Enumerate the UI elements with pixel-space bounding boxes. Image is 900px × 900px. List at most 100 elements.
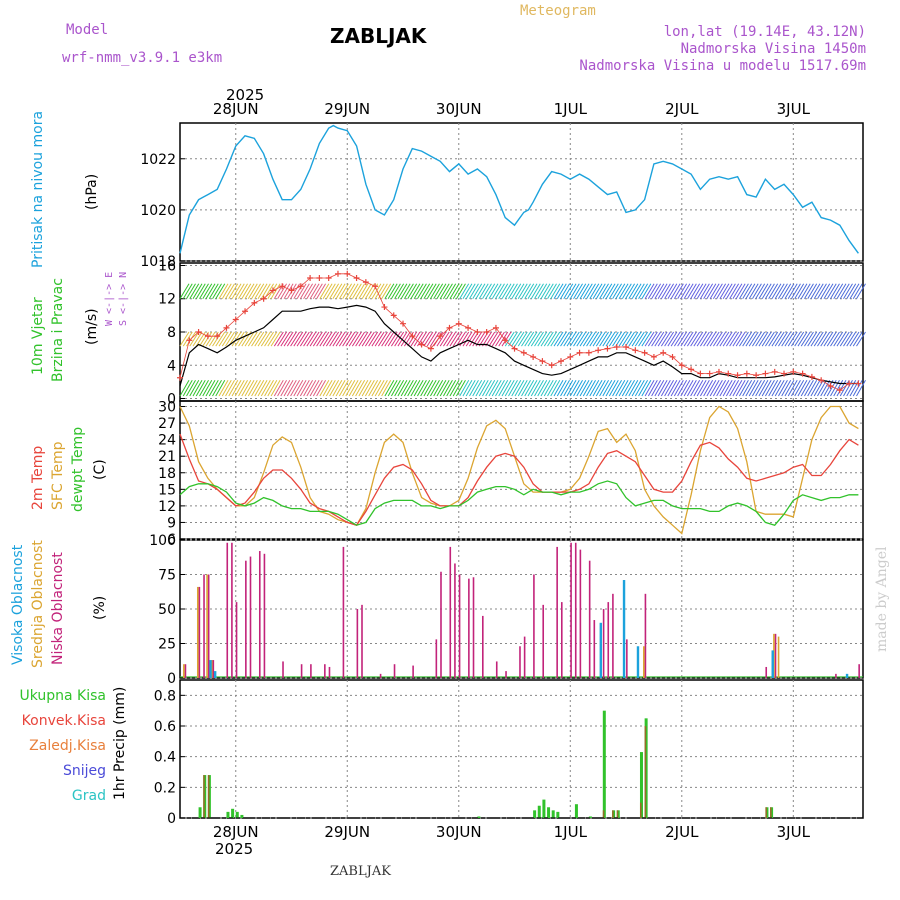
wind-barbs-mid: [781, 331, 792, 347]
wind-barbs-upper: [592, 283, 603, 300]
wind-gust-marker: [613, 343, 620, 350]
wind-barbs-upper: [768, 283, 779, 300]
high-cloud-bar: [209, 660, 212, 678]
wind-barbs-lower: [755, 379, 766, 397]
wind-barbs-mid: [791, 331, 801, 347]
wind-barbs-lower: [234, 379, 245, 397]
wind-barbs-mid: [716, 331, 727, 347]
wind-barbs-lower: [651, 379, 662, 397]
wind-gust-marker: [762, 370, 769, 377]
wind-barbs-upper: [651, 283, 662, 300]
wind-barbs-lower: [504, 379, 515, 397]
wind-barbs-mid: [784, 331, 795, 347]
wind-barbs-mid: [742, 331, 753, 347]
wind-barbs-mid: [374, 331, 385, 347]
wind-barbs-lower: [748, 379, 759, 397]
wind-barbs-lower: [846, 379, 857, 397]
low-cloud-bar: [249, 556, 252, 678]
wind-barbs-mid: [485, 331, 496, 347]
wind-barbs-lower: [407, 379, 418, 397]
wind-barbs-mid: [501, 331, 512, 347]
wind-gust-marker: [400, 320, 407, 327]
wind-barbs-lower: [394, 379, 405, 397]
wind-gust-marker: [530, 353, 537, 360]
wind-barbs-mid: [225, 331, 235, 347]
wind-barbs-mid: [550, 331, 561, 347]
wind-gust-marker: [567, 353, 574, 360]
wind-barbs-upper: [755, 283, 766, 300]
wind-gust-marker: [557, 358, 564, 365]
wind-barbs-lower: [283, 379, 294, 397]
year-top: 2025: [226, 86, 264, 104]
wind-labels: 10m Vjetar Brzina i Pravac (m/s) W <-|->…: [30, 272, 129, 382]
wind-barbs-upper: [475, 283, 486, 300]
wind-barbs-mid: [384, 331, 395, 347]
chart-marks: [177, 124, 866, 819]
wind-barbs-lower: [683, 379, 694, 397]
day-label-top: 30JUN: [436, 100, 482, 118]
wind-barbs-mid: [654, 331, 665, 347]
wind-barbs-lower: [791, 379, 801, 397]
wind-barbs-mid: [413, 331, 424, 347]
wind-barbs-lower: [625, 379, 636, 397]
wind-barbs-lower: [566, 379, 577, 397]
wind-barbs-lower: [586, 379, 596, 397]
wind-barbs-upper: [830, 283, 840, 300]
wind-gust-marker: [669, 353, 676, 360]
wind-barbs-mid: [690, 331, 701, 347]
wind-barbs-upper: [703, 283, 714, 300]
wind-barbs-upper: [521, 283, 531, 300]
low-cloud-bar: [440, 571, 442, 678]
wind-barbs-upper: [462, 283, 473, 300]
wind-barbs-lower: [195, 379, 206, 397]
wind-gust-marker: [195, 329, 202, 335]
wind-barbs-lower: [553, 379, 564, 397]
wind-barbs-mid: [452, 331, 463, 347]
wind-barbs-upper: [472, 283, 483, 300]
low-cloud-bar: [458, 574, 461, 678]
wind-barbs-mid: [351, 331, 362, 347]
day-label-top: 28JUN: [213, 100, 259, 118]
wind-barbs-upper: [208, 283, 219, 300]
wind-barbs-lower: [774, 379, 785, 397]
low-cloud-bar: [774, 633, 777, 678]
wind-gust-marker: [390, 312, 397, 319]
wind-barbs-lower: [368, 379, 379, 397]
wind-barbs-upper: [586, 283, 596, 300]
wind-gust-marker: [641, 349, 648, 356]
wind-barbs-mid: [192, 331, 203, 347]
wind-barbs-lower: [719, 379, 730, 397]
low-cloud-bar: [519, 646, 521, 678]
wind-barbs-upper: [312, 283, 323, 300]
wind-barbs-upper: [673, 283, 684, 300]
total-precip-bar: [602, 710, 606, 818]
total-precip-bar: [533, 810, 537, 818]
wind-barbs-mid: [462, 331, 473, 347]
wind-gust-marker: [520, 349, 527, 356]
wind-barbs-mid: [602, 331, 613, 347]
wind-barbs-mid: [316, 331, 327, 347]
wind-barbs-lower: [563, 379, 574, 397]
wind-barbs-lower: [794, 379, 805, 397]
wind-barbs-mid: [371, 331, 382, 347]
wind-barbs-upper: [765, 283, 775, 300]
wind-barbs-upper: [563, 283, 574, 300]
wind-barbs-upper: [761, 283, 772, 300]
wind-barbs-upper: [257, 283, 268, 300]
wind-barbs-mid: [856, 331, 866, 347]
wind-barbs-upper: [615, 283, 626, 300]
wind-barbs-lower: [703, 379, 714, 397]
wind-barbs-lower: [735, 379, 746, 397]
low-cloud-bar: [570, 542, 572, 678]
wind-barbs-mid: [644, 331, 655, 347]
wind-barbs-upper: [641, 283, 652, 300]
wind-gust-marker: [465, 324, 472, 331]
wind-gust-marker: [427, 345, 434, 352]
wind-barbs-mid: [664, 331, 675, 347]
pressure-line: [179, 124, 859, 254]
wind-barbs-mid: [482, 331, 492, 347]
wind-barbs-lower: [621, 379, 632, 397]
wind-barbs-mid: [582, 331, 593, 347]
y-tick-label: 27: [158, 416, 176, 432]
wind-barbs-upper: [234, 283, 245, 300]
